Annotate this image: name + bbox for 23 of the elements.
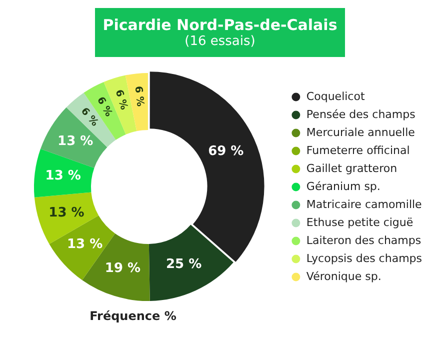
legend-label: Lycopsis des champs bbox=[306, 252, 422, 265]
legend-label: Mercuriale annuelle bbox=[306, 126, 416, 139]
data-label: 13 % bbox=[45, 168, 81, 184]
legend-label: Ethuse petite ciguë bbox=[306, 216, 414, 229]
legend-label: Fumeterre officinal bbox=[306, 144, 410, 157]
data-label: 69 % bbox=[208, 144, 244, 160]
legend-label: Géranium sp. bbox=[306, 180, 380, 193]
chart-title: Picardie Nord-Pas-de-Calais bbox=[102, 16, 338, 34]
legend-label: Gaillet gratteron bbox=[306, 162, 398, 175]
data-label: 6 % bbox=[132, 86, 146, 107]
data-label: 19 % bbox=[104, 261, 141, 276]
data-label: 25 % bbox=[166, 257, 202, 272]
data-label: 13 % bbox=[58, 134, 94, 150]
text: Fréquence % bbox=[88, 309, 178, 323]
legend-label: Véronique sp. bbox=[306, 270, 382, 283]
legend-label: Pensée des champs bbox=[306, 108, 416, 121]
data-label: 6 % bbox=[112, 88, 130, 112]
chart-subtitle: (16 essais) bbox=[184, 34, 256, 49]
legend-label: Matricaire camomille bbox=[306, 198, 422, 211]
legend-label: Coquelicot bbox=[306, 90, 366, 103]
data-label: 13 % bbox=[48, 205, 84, 220]
data-label: 13 % bbox=[66, 237, 103, 252]
legend-label: Laiteron des champs bbox=[306, 234, 422, 247]
